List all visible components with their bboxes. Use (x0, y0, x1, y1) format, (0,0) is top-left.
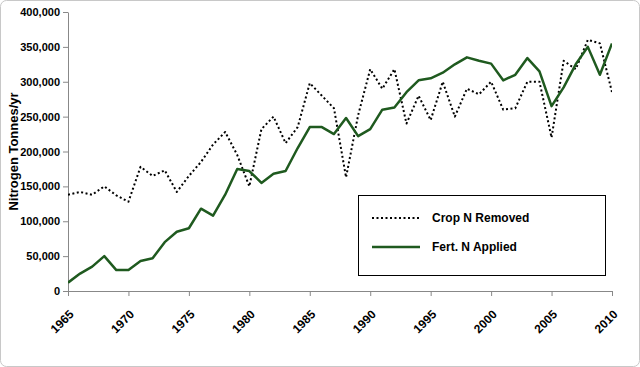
x-tick: 2005 (531, 291, 560, 336)
y-tick-label: 300,000 (20, 76, 60, 88)
x-tick-label: 1990 (350, 307, 379, 336)
x-tick: 2000 (471, 291, 500, 336)
x-tick-label: 1995 (411, 307, 440, 336)
x-axis: 1965 1970 1975 1980 1985 1990 1995 2000 2005 2010 (48, 291, 621, 336)
y-axis-title: Nitrogen Tonnes/yr (6, 92, 21, 210)
y-tick-label: 250,000 (20, 111, 60, 123)
x-tick: 1990 (350, 291, 379, 336)
x-tick-label: 2000 (471, 307, 500, 336)
legend-swatch (372, 217, 420, 219)
x-tick-mark (370, 291, 371, 296)
y-tick-label: 50,000 (26, 250, 60, 262)
x-tick-label: 2010 (592, 307, 621, 336)
x-tick: 1975 (169, 291, 198, 336)
y-tick-label: 100,000 (20, 215, 60, 227)
chart: 0 50,000 100,000 150,000 200,000 250,000 300,0… (0, 0, 640, 367)
y-tick: 150,000 (20, 180, 68, 192)
y-tick: 350,000 (20, 41, 68, 53)
legend-box (359, 196, 606, 276)
x-tick-label: 1980 (229, 307, 258, 336)
legend-label: Fert. N Applied (432, 240, 517, 254)
x-tick-mark (491, 291, 492, 296)
x-tick-mark (431, 291, 432, 296)
legend: Crop N Removed Fert. N Applied (359, 196, 606, 276)
x-tick-mark (189, 291, 190, 296)
x-tick-mark (128, 291, 129, 296)
y-tick-label: 350,000 (20, 41, 60, 53)
x-tick-label: 2005 (531, 307, 560, 336)
x-tick: 2010 (592, 291, 621, 336)
y-tick-mark (63, 12, 68, 13)
legend-label: Crop N Removed (432, 211, 529, 225)
y-tick: 250,000 (20, 111, 68, 123)
y-tick-label: 150,000 (20, 180, 60, 192)
x-tick: 1985 (290, 291, 319, 336)
y-tick-label: 0 (54, 285, 60, 297)
y-tick-mark (63, 291, 68, 292)
x-tick-mark (612, 291, 613, 296)
y-tick-mark (63, 256, 68, 257)
x-tick-label: 1985 (290, 307, 319, 336)
y-tick: 0 (54, 285, 68, 297)
x-tick-mark (552, 291, 553, 296)
y-axis: 0 50,000 100,000 150,000 200,000 250,000 300,0… (20, 6, 68, 297)
series-line (68, 43, 612, 282)
y-tick-mark (63, 186, 68, 187)
x-tick: 1980 (229, 291, 258, 336)
x-tick-mark (249, 291, 250, 296)
x-tick-label: 1975 (169, 307, 198, 336)
y-tick-label: 200,000 (20, 146, 60, 158)
y-tick: 100,000 (20, 215, 68, 227)
chart-border (1, 1, 640, 367)
y-tick-mark (63, 221, 68, 222)
y-tick: 50,000 (26, 250, 68, 262)
y-tick: 400,000 (20, 6, 68, 18)
y-tick: 200,000 (20, 146, 68, 158)
x-axis-line (69, 291, 613, 292)
y-tick-mark (63, 117, 68, 118)
y-tick-mark (63, 152, 68, 153)
plot-area (68, 40, 612, 283)
y-tick-mark (63, 47, 68, 48)
series-line (68, 40, 612, 202)
y-axis-line (68, 13, 69, 292)
legend-swatch (372, 246, 420, 249)
x-tick-label: 1970 (108, 307, 137, 336)
x-tick: 1965 (48, 291, 77, 336)
x-tick: 1995 (411, 291, 440, 336)
y-tick-label: 400,000 (20, 6, 60, 18)
x-tick-label: 1965 (48, 307, 77, 336)
x-tick-mark (68, 291, 69, 296)
x-tick-mark (310, 291, 311, 296)
y-tick-mark (63, 82, 68, 83)
x-tick: 1970 (108, 291, 137, 336)
y-tick: 300,000 (20, 76, 68, 88)
